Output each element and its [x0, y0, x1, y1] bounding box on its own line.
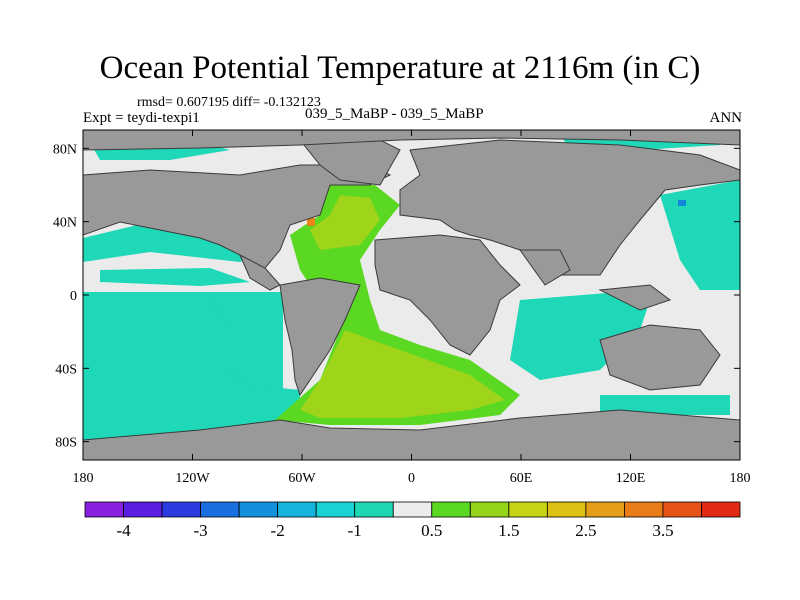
y-tick-label: 0: [70, 289, 77, 304]
x-tick-label: 180: [73, 471, 94, 486]
experiment-label: Expt = teydi-texpi1: [83, 110, 200, 126]
y-tick-label: 80N: [53, 142, 77, 157]
case-label: 039_5_MaBP - 039_5_MaBP: [305, 106, 484, 122]
indian-cyan: [510, 292, 650, 380]
y-tick-label: 40S: [55, 362, 77, 377]
colorbar-label: -3: [194, 521, 208, 540]
colorbar-box: [392, 501, 433, 518]
south-atlantic-yellowgreen: [300, 330, 505, 418]
colorbar-box: [585, 501, 625, 518]
x-tick-label: 60E: [510, 471, 533, 486]
colorbar-box: [277, 501, 317, 518]
australia: [599, 324, 721, 391]
north-pacific-cyan-2: [100, 268, 250, 286]
north-america: [83, 159, 392, 271]
y-tick-label: 80S: [55, 436, 77, 451]
indonesia: [598, 284, 672, 311]
india: [519, 249, 571, 286]
warm-spot: [307, 218, 315, 226]
season-label: ANN: [709, 110, 743, 126]
x-tick-label: 60W: [288, 471, 316, 486]
stats-text: rmsd= 0.607195 diff= -0.132123: [137, 95, 321, 110]
colorbar-label: -2: [271, 521, 285, 540]
colorbar-box: [431, 501, 471, 518]
chart-title: Ocean Potential Temperature at 2116m (in…: [99, 50, 701, 86]
land-masses: [83, 130, 740, 460]
colorbar-box: [238, 501, 279, 518]
axes: 180 120W 60W 0 60E 120E 180 80N 40N 0 40S 80S: [53, 130, 751, 486]
africa: [374, 234, 521, 356]
west-pacific-cyan: [660, 180, 740, 290]
colorbar-box: [200, 501, 240, 518]
north-pacific-cyan: [83, 222, 270, 262]
central-america: [238, 253, 281, 291]
colorbar-box: [123, 501, 163, 518]
colorbar-box: [469, 501, 510, 518]
colorbar-box: [508, 501, 548, 518]
south-america: [279, 277, 361, 397]
y-tick-label: 40N: [53, 216, 77, 231]
southern-cyan: [600, 395, 730, 415]
map-field: [83, 130, 740, 460]
colorbar-label: 1.5: [498, 521, 519, 540]
x-tick-label: 120W: [175, 471, 210, 486]
antarctica: [83, 409, 740, 460]
eurasia: [399, 139, 740, 276]
colorbar-box: [84, 501, 124, 518]
colorbar-box: [315, 501, 356, 518]
x-tick-label: 0: [408, 471, 415, 486]
cold-spot: [678, 200, 686, 206]
x-tick-label: 180: [730, 471, 751, 486]
colorbar-box: [662, 501, 702, 518]
colorbar-box: [701, 501, 741, 518]
colorbar-box: [354, 501, 394, 518]
colorbar-label: -1: [348, 521, 362, 540]
x-tick-label: 120E: [616, 471, 646, 486]
colorbar-label: -4: [116, 521, 131, 540]
colorbar-label: 3.5: [652, 521, 673, 540]
atlantic-yellowgreen: [310, 195, 380, 250]
colorbar-box: [161, 501, 201, 518]
colorbar: -4 -3 -2 -1 0.5 1.5 2.5 3.5: [84, 501, 741, 540]
pacific-cyan-shape: [83, 300, 300, 442]
colorbar-label: 2.5: [575, 521, 596, 540]
colorbar-label: 0.5: [421, 521, 442, 540]
colorbar-box: [624, 501, 664, 518]
colorbar-box: [546, 501, 587, 518]
arctic-land: [83, 130, 740, 151]
